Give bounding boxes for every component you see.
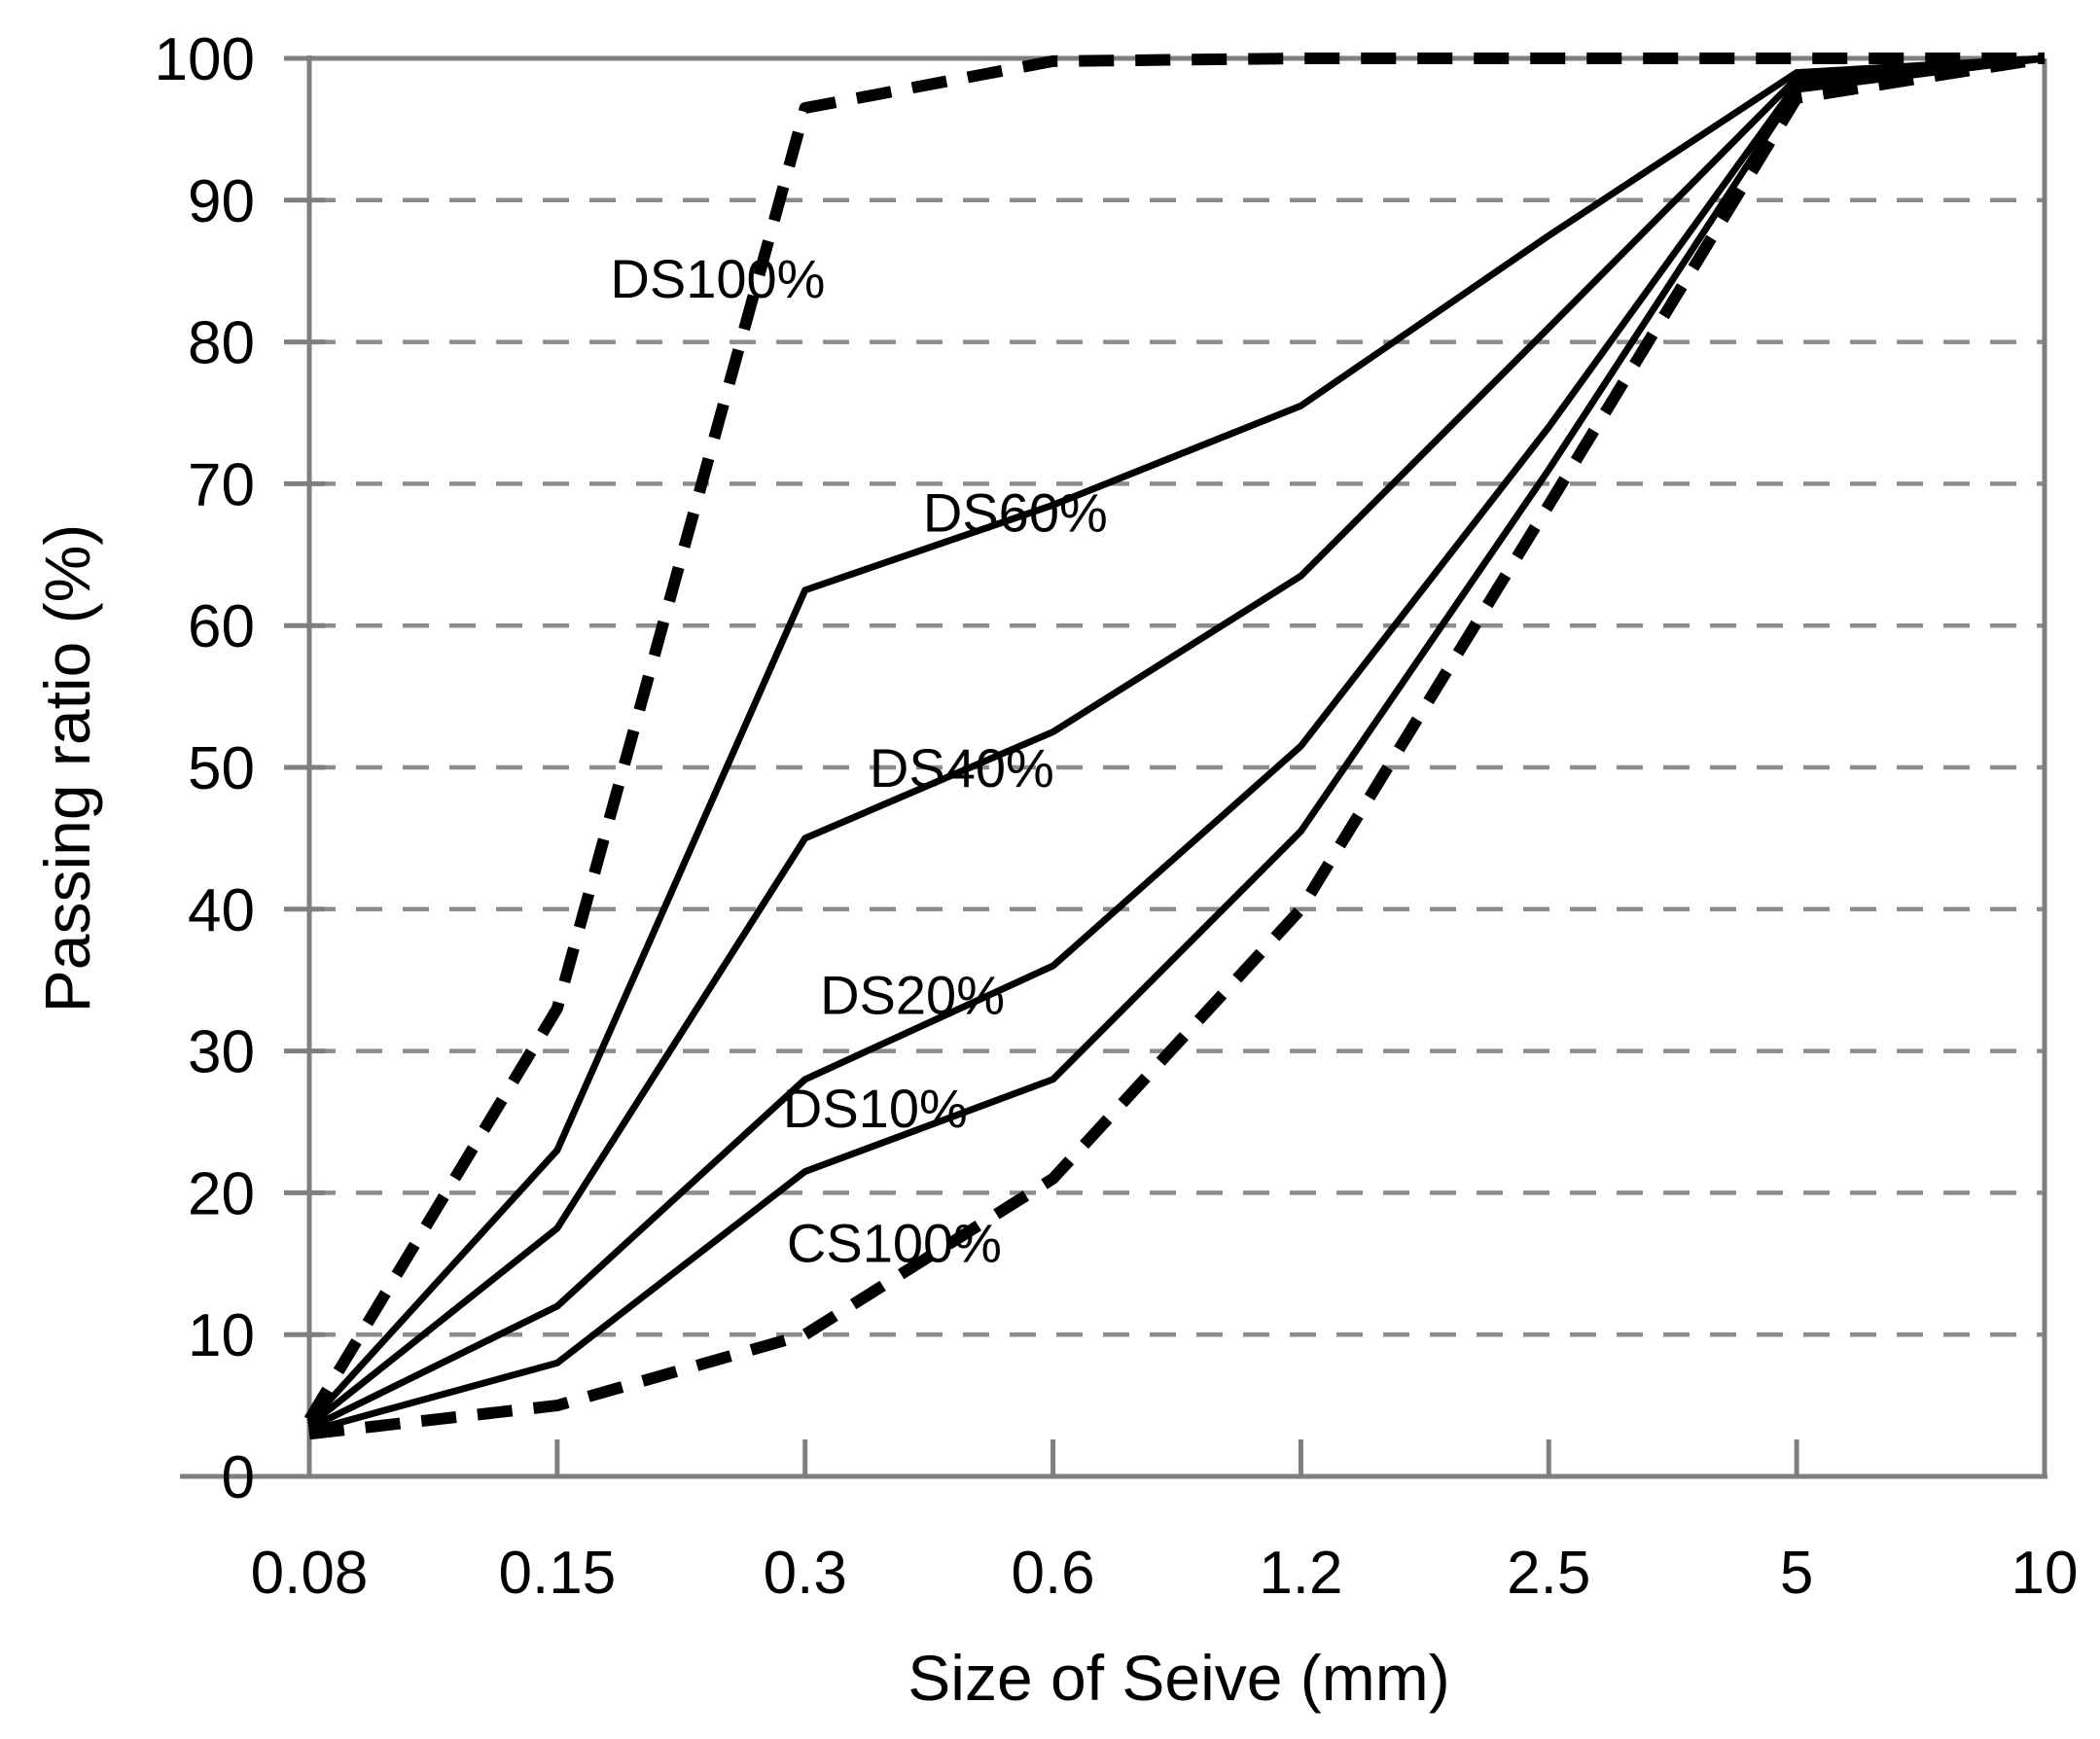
y-tick-label-90: 90	[188, 168, 255, 235]
curve-label-DS100pct: DS100%	[610, 248, 825, 309]
x-tick-label-2.5: 2.5	[1507, 1540, 1590, 1607]
y-tick-label-0: 0	[222, 1444, 255, 1511]
tick-labels: 0 10 20 30 40 50 60 70 80 90 100 0.08 0.15 0.3 0.6 1.2 2…	[155, 26, 2079, 1607]
y-tick-label-80: 80	[188, 310, 255, 377]
x-tick-label-1.2: 1.2	[1259, 1540, 1342, 1607]
curve-label-DS60pct: DS60%	[923, 482, 1108, 544]
curve-label-CS100pct: CS100%	[787, 1212, 1002, 1273]
data-series	[303, 53, 2046, 1440]
y-tick-label-20: 20	[188, 1160, 255, 1227]
x-tick-label-0.3: 0.3	[764, 1540, 847, 1607]
y-axis-title: Passing ratio (%)	[31, 524, 103, 1013]
series-DS40pct	[306, 54, 2046, 1429]
curve-label-DS20pct: DS20%	[820, 964, 1005, 1025]
curve-label-DS10pct: DS10%	[783, 1078, 968, 1139]
y-tick-label-60: 60	[188, 593, 255, 660]
curve-labels: DS100% DS60% DS40% DS20% DS10% CS100%	[610, 248, 1107, 1273]
series-DS100pct	[303, 53, 2045, 1423]
x-tick-label-10: 10	[2011, 1540, 2079, 1607]
series-DS10pct	[308, 54, 2046, 1435]
gridlines	[309, 197, 2045, 1337]
y-tick-label-70: 70	[188, 451, 255, 518]
axes	[180, 55, 2047, 1479]
x-axis-title: Size of Seive (mm)	[908, 1642, 1449, 1714]
series-DS60pct	[306, 54, 2046, 1425]
y-tick-label-30: 30	[188, 1019, 255, 1086]
y-tick-label-40: 40	[188, 877, 255, 944]
x-tick-label-5: 5	[1780, 1540, 1813, 1607]
y-tick-label-10: 10	[188, 1302, 255, 1369]
x-tick-label-0.08: 0.08	[251, 1540, 369, 1607]
x-tick-label-0.6: 0.6	[1011, 1540, 1094, 1607]
y-tick-label-50: 50	[188, 735, 255, 802]
series-DS20pct	[307, 54, 2046, 1432]
y-tick-label-100: 100	[155, 26, 255, 93]
series-CS100pct	[308, 53, 2046, 1440]
x-tick-label-0.15: 0.15	[499, 1540, 617, 1607]
curve-label-DS40pct: DS40%	[870, 737, 1054, 799]
